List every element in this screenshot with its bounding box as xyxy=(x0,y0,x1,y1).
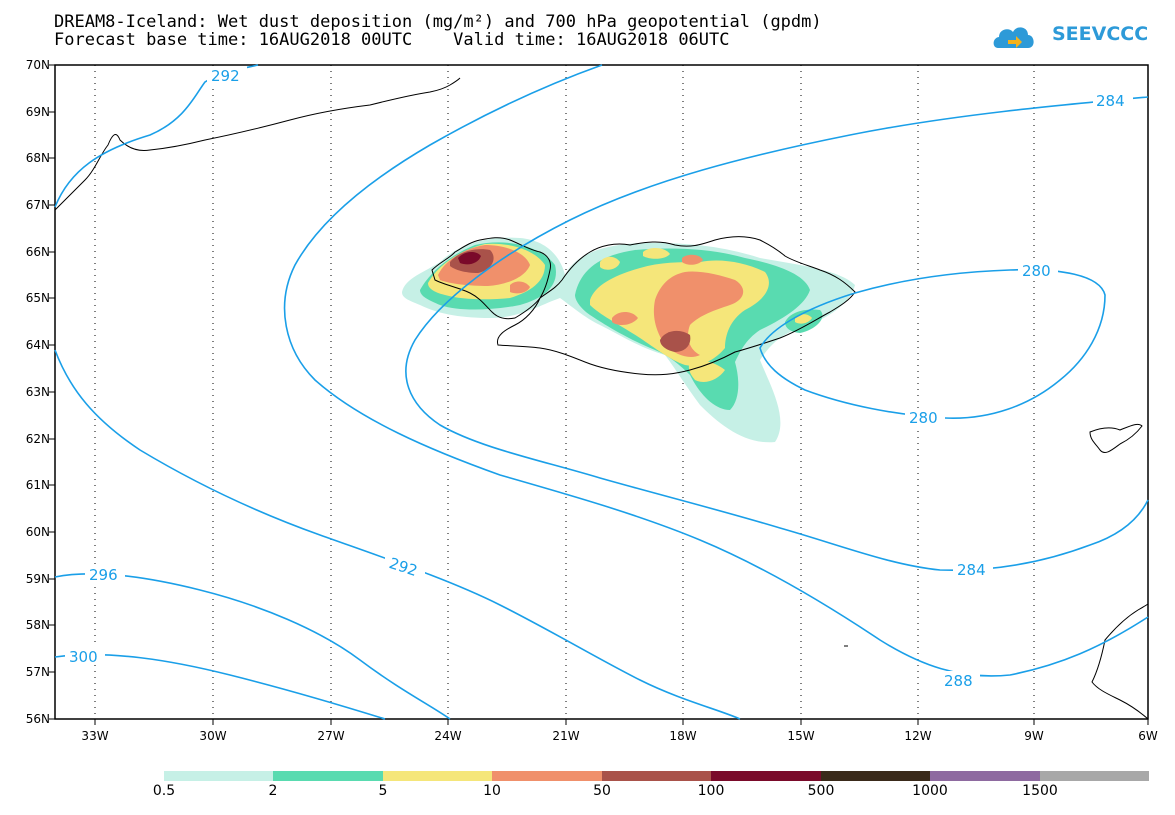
lon-label: 24W xyxy=(434,729,462,743)
colorbar-label: 100 xyxy=(697,783,725,799)
lat-label: 62N xyxy=(25,432,50,446)
contour-300 xyxy=(54,653,386,720)
axis-ticks xyxy=(49,64,1149,725)
contour-label-280-north: 280 xyxy=(1022,262,1051,280)
contour-292-south xyxy=(54,349,741,720)
lat-label: 58N xyxy=(25,618,50,632)
dust-5-region xyxy=(795,314,812,324)
seevccc-cloud-logo-icon xyxy=(993,27,1034,48)
colorbar-swatch-4 xyxy=(602,771,711,781)
colorbar-swatch-1 xyxy=(273,771,383,781)
graticule xyxy=(94,65,1035,719)
lat-label: 60N xyxy=(25,525,50,539)
contour-292-north xyxy=(54,64,259,208)
lon-label: 9W xyxy=(1024,729,1044,743)
geopotential-contours xyxy=(54,64,1149,720)
dust-10-region xyxy=(612,312,638,326)
lat-label: 56N xyxy=(25,712,50,726)
map-title: DREAM8-Iceland: Wet dust deposition (mg/… xyxy=(54,12,822,32)
lon-label: 27W xyxy=(317,729,345,743)
contour-label-284-east: 284 xyxy=(1096,92,1125,110)
colorbar-label: 50 xyxy=(593,783,611,799)
lat-label: 66N xyxy=(25,245,50,259)
colorbar-swatch-5 xyxy=(711,771,821,781)
lat-label: 67N xyxy=(25,198,50,212)
colorbar-label: 2 xyxy=(268,783,278,799)
colorbar-swatch-7 xyxy=(930,771,1040,781)
lat-label: 69N xyxy=(25,105,50,119)
lon-label: 30W xyxy=(199,729,227,743)
coastlines xyxy=(54,77,1149,721)
dust-5-region xyxy=(688,360,725,382)
contour-label-288: 288 xyxy=(944,672,973,690)
logo-text: SEEVCCC xyxy=(1052,23,1149,45)
colorbar-swatch-6 xyxy=(821,771,930,781)
colorbar-swatch-8 xyxy=(1040,771,1149,781)
dust-10-region xyxy=(682,254,703,265)
colorbar-label: 500 xyxy=(807,783,835,799)
contour-label-280-south: 280 xyxy=(909,409,938,427)
dust-10-region xyxy=(510,281,530,294)
lat-label: 59N xyxy=(25,572,50,586)
colorbar-label: 0.5 xyxy=(152,783,176,799)
map-subtitle: Forecast base time: 16AUG2018 00UTC Vali… xyxy=(54,30,730,50)
lat-label: 63N xyxy=(25,385,50,399)
lat-label: 70N xyxy=(25,58,50,72)
contour-label-300: 300 xyxy=(69,648,98,666)
lat-label: 57N xyxy=(25,665,50,679)
lon-label: 15W xyxy=(787,729,815,743)
lat-label: 65N xyxy=(25,291,50,305)
dust-deposition-field xyxy=(402,237,855,443)
contour-label-296: 296 xyxy=(89,566,118,584)
dust-100-region xyxy=(458,252,481,265)
contour-label-292-north: 292 xyxy=(211,67,240,85)
contour-280 xyxy=(759,268,1106,419)
colorbar-label: 10 xyxy=(483,783,501,799)
dust-5-region xyxy=(600,256,620,270)
lat-label: 61N xyxy=(25,478,50,492)
lon-label: 12W xyxy=(904,729,932,743)
lat-label: 64N xyxy=(25,338,50,352)
lon-label: 18W xyxy=(669,729,697,743)
map-frame xyxy=(54,64,1149,720)
lat-label: 68N xyxy=(25,151,50,165)
lon-label: 6W xyxy=(1138,729,1158,743)
contour-label-masks xyxy=(65,66,1133,689)
colorbar-swatch-3 xyxy=(492,771,602,781)
colorbar-label: 1000 xyxy=(912,783,948,799)
lon-label: 33W xyxy=(81,729,109,743)
colorbar-swatch-2 xyxy=(383,771,492,781)
colorbar-swatch-0 xyxy=(164,771,273,781)
colorbar-label: 5 xyxy=(378,783,388,799)
lon-label: 21W xyxy=(552,729,580,743)
dust-5-region xyxy=(643,248,670,259)
contour-label-284-south: 284 xyxy=(957,561,986,579)
contour-296 xyxy=(54,573,451,720)
colorbar-label: 1500 xyxy=(1022,783,1058,799)
dust-50-region xyxy=(660,330,691,352)
